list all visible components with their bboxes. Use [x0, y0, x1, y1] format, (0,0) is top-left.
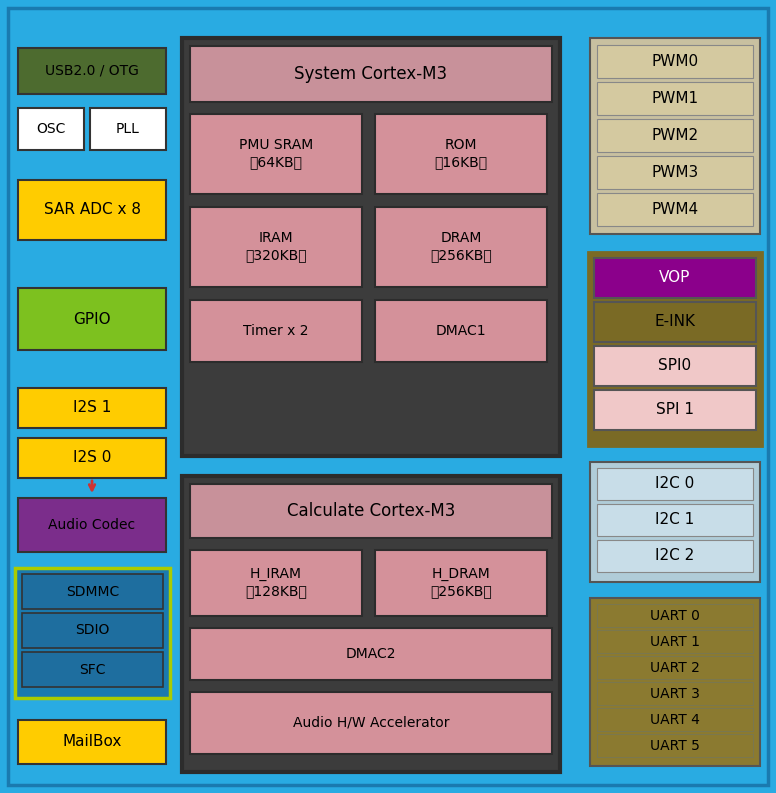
Text: Audio Codec: Audio Codec: [48, 518, 136, 532]
Bar: [190, 207, 362, 287]
Text: UART 2: UART 2: [650, 661, 700, 675]
Bar: [597, 45, 753, 78]
Bar: [190, 628, 552, 680]
Text: DMAC1: DMAC1: [435, 324, 487, 338]
Bar: [597, 540, 753, 572]
Bar: [18, 48, 166, 94]
Bar: [18, 108, 84, 150]
Bar: [375, 207, 547, 287]
Text: IRAM
（320KB）: IRAM （320KB）: [245, 232, 307, 262]
Bar: [597, 156, 753, 189]
Bar: [375, 550, 547, 616]
Bar: [594, 390, 756, 430]
Bar: [590, 38, 760, 234]
Text: I2S 0: I2S 0: [73, 450, 111, 465]
Text: Audio H/W Accelerator: Audio H/W Accelerator: [293, 716, 449, 730]
Bar: [182, 476, 560, 772]
Bar: [597, 82, 753, 115]
Text: GPIO: GPIO: [73, 312, 111, 327]
Text: System Cortex-M3: System Cortex-M3: [294, 65, 448, 83]
Bar: [594, 258, 756, 298]
Bar: [190, 300, 362, 362]
Text: E-INK: E-INK: [654, 315, 695, 330]
Text: H_IRAM
（128KB）: H_IRAM （128KB）: [245, 567, 307, 599]
Bar: [90, 108, 166, 150]
Text: OSC: OSC: [36, 122, 66, 136]
Text: H_DRAM
（256KB）: H_DRAM （256KB）: [430, 567, 492, 599]
Text: PWM4: PWM4: [651, 202, 698, 217]
Bar: [597, 656, 753, 679]
Text: ROM
（16KB）: ROM （16KB）: [435, 138, 487, 170]
Text: USB2.0 / OTG: USB2.0 / OTG: [45, 64, 139, 78]
Bar: [18, 438, 166, 478]
Text: I2C 2: I2C 2: [656, 549, 695, 564]
Bar: [18, 388, 166, 428]
Bar: [18, 720, 166, 764]
Bar: [597, 468, 753, 500]
Bar: [594, 302, 756, 342]
Text: PLL: PLL: [116, 122, 140, 136]
Text: PWM2: PWM2: [651, 128, 698, 143]
Text: DMAC2: DMAC2: [346, 647, 397, 661]
Text: I2C 1: I2C 1: [656, 512, 695, 527]
Text: UART 5: UART 5: [650, 738, 700, 753]
Bar: [597, 504, 753, 536]
Bar: [375, 114, 547, 194]
Text: DRAM
（256KB）: DRAM （256KB）: [430, 232, 492, 262]
Bar: [22, 652, 163, 687]
Bar: [190, 692, 552, 754]
Text: UART 4: UART 4: [650, 712, 700, 726]
Bar: [597, 682, 753, 705]
Text: Timer x 2: Timer x 2: [243, 324, 309, 338]
Text: UART 3: UART 3: [650, 687, 700, 700]
Text: SPI0: SPI0: [659, 358, 691, 374]
Text: VOP: VOP: [660, 270, 691, 285]
Bar: [22, 613, 163, 648]
Text: SPI 1: SPI 1: [656, 403, 694, 417]
Bar: [588, 252, 762, 446]
Text: SFC: SFC: [79, 662, 106, 676]
Bar: [22, 574, 163, 609]
Bar: [597, 119, 753, 152]
Text: PMU SRAM
（64KB）: PMU SRAM （64KB）: [239, 138, 314, 170]
Bar: [375, 300, 547, 362]
Bar: [597, 708, 753, 731]
Bar: [18, 180, 166, 240]
Text: SDMMC: SDMMC: [66, 584, 120, 599]
Text: PWM1: PWM1: [651, 91, 698, 106]
Text: PWM0: PWM0: [651, 54, 698, 69]
Bar: [190, 114, 362, 194]
Bar: [190, 484, 552, 538]
Text: PWM3: PWM3: [651, 165, 698, 180]
Text: I2C 0: I2C 0: [656, 477, 695, 492]
Text: Calculate Cortex-M3: Calculate Cortex-M3: [287, 502, 456, 520]
Bar: [597, 734, 753, 757]
Bar: [18, 498, 166, 552]
Text: SDIO: SDIO: [75, 623, 109, 638]
Bar: [594, 346, 756, 386]
Text: I2S 1: I2S 1: [73, 400, 111, 416]
Text: UART 0: UART 0: [650, 608, 700, 623]
Text: MailBox: MailBox: [62, 734, 122, 749]
Bar: [190, 550, 362, 616]
Bar: [182, 38, 560, 456]
Bar: [590, 598, 760, 766]
Bar: [18, 288, 166, 350]
Bar: [597, 604, 753, 627]
Bar: [15, 568, 170, 698]
Bar: [597, 630, 753, 653]
Bar: [190, 46, 552, 102]
Bar: [597, 193, 753, 226]
Text: UART 1: UART 1: [650, 634, 700, 649]
Text: SAR ADC x 8: SAR ADC x 8: [43, 202, 140, 217]
Bar: [590, 462, 760, 582]
